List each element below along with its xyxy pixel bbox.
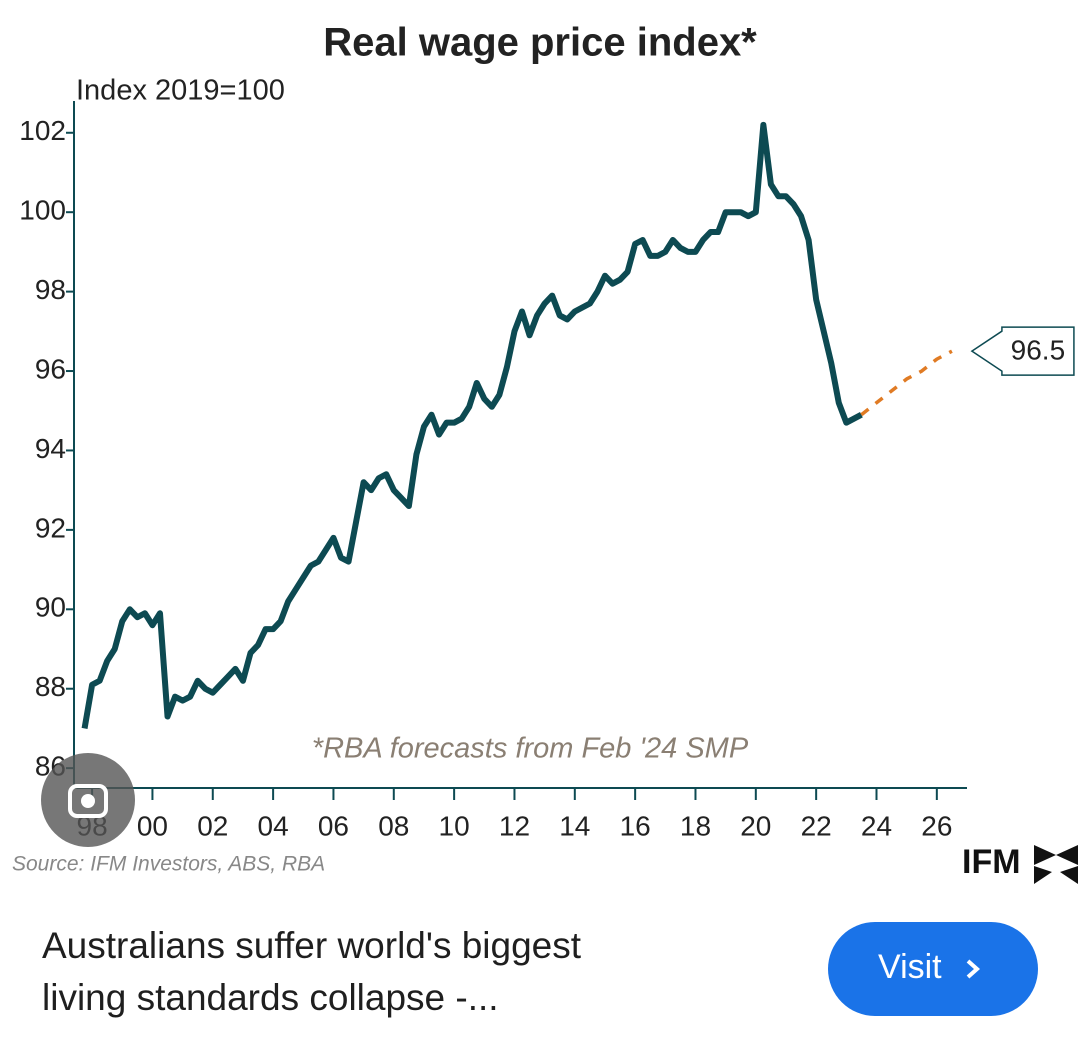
chart-card xyxy=(0,0,1080,888)
x-tick-label: 02 xyxy=(197,810,228,841)
chevron[interactable] xyxy=(966,959,981,979)
x-tick-label: 16 xyxy=(620,810,651,841)
logo-icon xyxy=(1034,845,1078,884)
y-tick-label: 102 xyxy=(19,115,66,146)
x-tick-label: 22 xyxy=(801,810,832,841)
visit-button[interactable]: Visit xyxy=(828,922,1038,1016)
series-line xyxy=(860,349,953,417)
y-tick-label: 98 xyxy=(35,274,66,305)
logo: IFM xyxy=(962,843,1021,881)
x-tick-label: 04 xyxy=(258,810,289,841)
x-tick-label: 06 xyxy=(318,810,349,841)
y-tick-label: 90 xyxy=(35,592,66,623)
lens-icon[interactable] xyxy=(41,753,135,847)
x-tick-label: 26 xyxy=(921,810,952,841)
y-tick-label: 96 xyxy=(35,353,66,384)
y-tick-label: 92 xyxy=(35,512,66,543)
button-bg[interactable] xyxy=(828,922,1038,1016)
chart-title: Real wage price index* xyxy=(323,21,757,65)
y-tick-label: 100 xyxy=(19,195,66,226)
end-label: 96.5 xyxy=(1011,335,1066,366)
callout-box xyxy=(970,326,1075,376)
x-tick-label: 10 xyxy=(439,810,470,841)
lens-glyph[interactable] xyxy=(68,784,108,818)
annotation: *RBA forecasts from Feb '24 SMP xyxy=(312,733,749,765)
x-tick-label: 18 xyxy=(680,810,711,841)
button-label[interactable]: Visit xyxy=(878,948,942,986)
y-tick-label: 88 xyxy=(35,671,66,702)
x-tick-label: 14 xyxy=(559,810,590,841)
y-axis-label: Index 2019=100 xyxy=(76,75,285,107)
x-tick-label: 00 xyxy=(137,810,168,841)
y-tick-label: 94 xyxy=(35,433,66,464)
series-line xyxy=(81,121,863,729)
x-tick-label: 08 xyxy=(378,810,409,841)
x-tick-label: 12 xyxy=(499,810,530,841)
plot: 8688909294969810010298000204060810121416… xyxy=(19,101,1075,841)
headline-line: Australians suffer world's biggest xyxy=(42,925,582,966)
x-tick-label: 24 xyxy=(861,810,892,841)
headline-line: living standards collapse -... xyxy=(42,977,499,1018)
source: Source: IFM Investors, ABS, RBA xyxy=(12,853,325,876)
lens-dot[interactable] xyxy=(81,794,95,808)
x-tick-label: 20 xyxy=(740,810,771,841)
